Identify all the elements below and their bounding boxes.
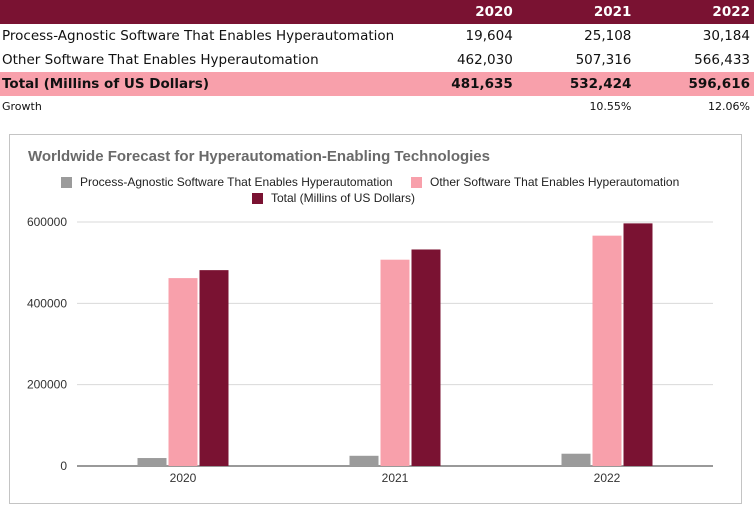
- row-value: 462,030: [456, 52, 513, 68]
- y-tick-label: 600000: [27, 215, 67, 229]
- bar: [199, 270, 229, 466]
- header-year-cell: 2020: [475, 4, 513, 20]
- legend-swatch-pink: [411, 176, 422, 188]
- total-value: 532,424: [569, 76, 632, 92]
- growth-label: Growth: [2, 100, 42, 113]
- y-tick-label: 400000: [27, 296, 67, 310]
- x-tick-label: 2020: [170, 471, 197, 485]
- bar-chart-plot: 0 200000 400000 600000 2020 2021 2022: [27, 215, 713, 485]
- growth-value: [398, 96, 517, 117]
- legend-swatch-gray: [61, 176, 72, 188]
- legend-item: Process-Agnostic Software That Enables H…: [61, 175, 393, 189]
- header-year-cell: 2021: [593, 4, 632, 20]
- x-tick-label: 2022: [594, 471, 621, 485]
- bar: [137, 458, 167, 466]
- bar: [592, 235, 622, 466]
- total-value: 596,616: [688, 76, 751, 92]
- legend-item: Total (Millins of US Dollars): [252, 191, 415, 205]
- total-row: Total (Millins of US Dollars) 481,635 53…: [0, 72, 754, 96]
- table-header-row: 2020 2021 2022: [0, 0, 754, 24]
- bar: [168, 278, 198, 466]
- row-label: Process-Agnostic Software That Enables H…: [2, 28, 395, 44]
- growth-value: 10.55%: [589, 100, 632, 113]
- row-value: 30,184: [702, 28, 750, 44]
- legend-label: Total (Millins of US Dollars): [271, 191, 416, 205]
- chart-container: Worldwide Forecast for Hyperautomation-E…: [9, 134, 742, 504]
- bar: [380, 259, 410, 466]
- bar: [349, 455, 379, 466]
- header-year-cell: 2022: [712, 4, 750, 20]
- y-tick-label: 0: [60, 459, 67, 473]
- total-label: Total (Millins of US Dollars): [2, 76, 209, 92]
- row-value: 25,108: [584, 28, 632, 44]
- bar: [411, 249, 441, 466]
- legend-item: Other Software That Enables Hyperautomat…: [411, 175, 679, 189]
- total-value: 481,635: [451, 76, 513, 92]
- growth-value: 12.06%: [708, 100, 750, 113]
- legend-swatch-maroon: [252, 192, 263, 204]
- growth-row: Growth 10.55% 12.06%: [0, 96, 754, 117]
- table-row: Process-Agnostic Software That Enables H…: [0, 24, 754, 48]
- row-label: Other Software That Enables Hyperautomat…: [2, 52, 319, 68]
- data-table: 2020 2021 2022 Process-Agnostic Software…: [0, 0, 754, 117]
- bar: [561, 453, 591, 466]
- row-value: 566,433: [694, 52, 750, 68]
- legend-label: Process-Agnostic Software That Enables H…: [80, 175, 393, 189]
- header-blank-cell: [0, 0, 398, 24]
- row-value: 507,316: [575, 52, 632, 68]
- x-tick-label: 2021: [382, 471, 409, 485]
- chart-title: Worldwide Forecast for Hyperautomation-E…: [28, 148, 490, 165]
- y-tick-label: 200000: [27, 378, 67, 392]
- table-row: Other Software That Enables Hyperautomat…: [0, 48, 754, 72]
- legend-label: Other Software That Enables Hyperautomat…: [430, 175, 680, 189]
- row-value: 19,604: [465, 28, 513, 44]
- bar: [623, 223, 653, 466]
